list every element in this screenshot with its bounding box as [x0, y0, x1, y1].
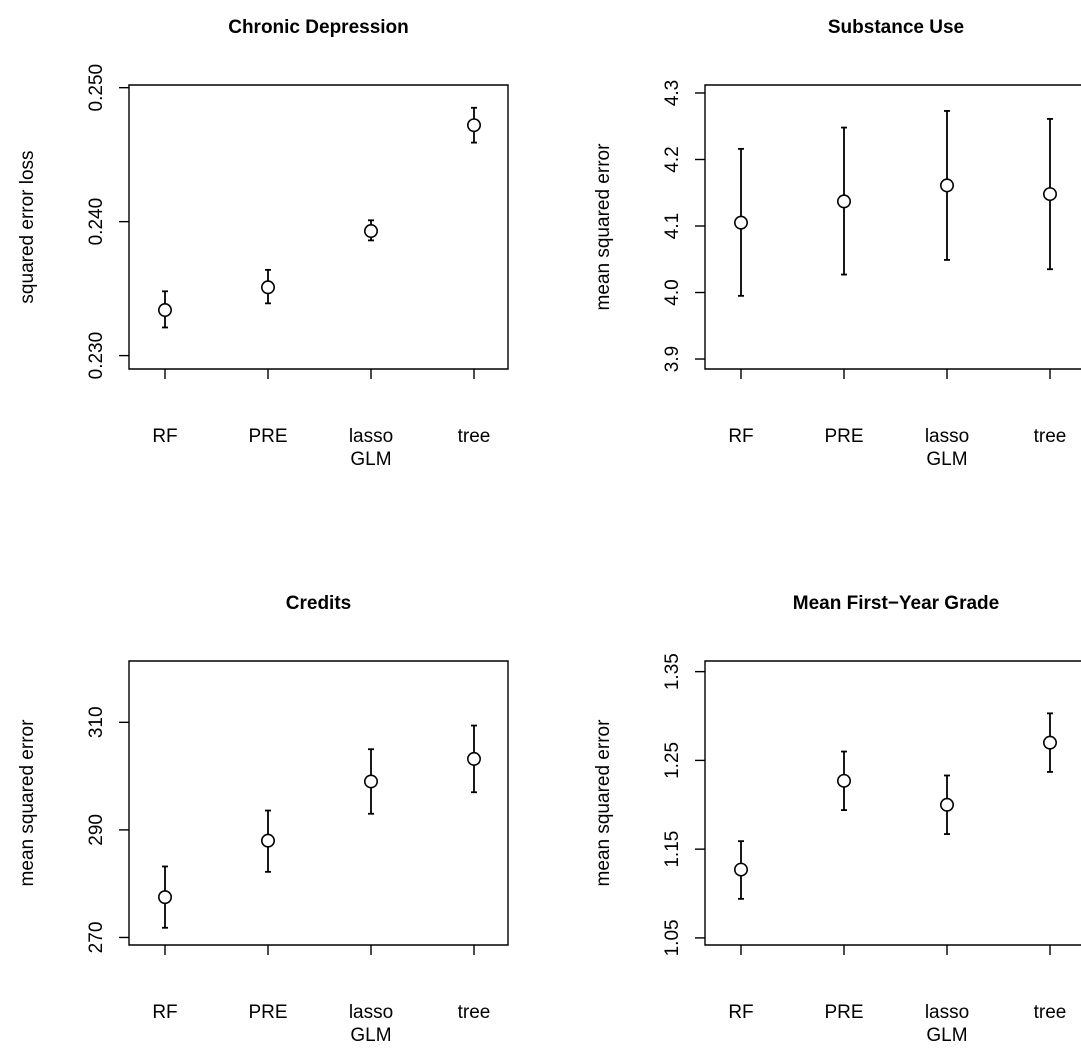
- x-tick-label: RF: [728, 426, 753, 447]
- x-tick-label: lasso: [349, 426, 393, 447]
- y-tick-label: 0.230: [86, 332, 107, 380]
- y-tick-label: 4.3: [662, 80, 683, 106]
- y-tick-label: 3.9: [662, 346, 683, 372]
- y-tick-label: 290: [86, 814, 107, 846]
- data-point: [158, 303, 173, 318]
- y-tick-label: 0.250: [86, 64, 107, 112]
- y-tick-label: 1.05: [662, 919, 683, 956]
- y-tick-label: 1.25: [662, 742, 683, 779]
- data-point: [158, 890, 173, 905]
- chart-title: Credits: [286, 593, 351, 614]
- data-point: [363, 224, 378, 239]
- y-axis-label: mean squared error: [593, 719, 614, 887]
- data-point: [733, 215, 748, 230]
- x-tick-label: RF: [728, 1002, 753, 1023]
- panel-1: Chronic Depression squared error loss 0.23…: [17, 17, 509, 470]
- chart-title: Substance Use: [828, 17, 964, 38]
- data-point: [836, 194, 851, 209]
- y-axis-label: mean squared error: [17, 719, 38, 887]
- panel-4: Mean First−Year Grade mean squared error 1…: [593, 593, 1081, 1046]
- x-tick-label: PRE: [824, 426, 863, 447]
- y-tick-label: 4.1: [662, 213, 683, 239]
- plot-frame: [128, 660, 509, 946]
- x-tick-label: PRE: [824, 1002, 863, 1023]
- x-tick-label: lasso: [925, 1002, 969, 1023]
- y-tick-label: 1.35: [662, 653, 683, 690]
- plot-frame: [128, 84, 509, 370]
- panel-3: Credits mean squared error 270 290 310 RF PRE l…: [17, 593, 509, 1046]
- plot-frame: [704, 660, 1081, 946]
- y-axis-label: mean squared error: [593, 143, 614, 311]
- x-tick-label: RF: [152, 1002, 177, 1023]
- y-tick-label: 4.2: [662, 146, 683, 172]
- chart-title: Mean First−Year Grade: [793, 593, 999, 614]
- x-tick-label: tree: [458, 1002, 491, 1023]
- x-tick-label: GLM: [926, 1025, 967, 1046]
- x-tick-label: lasso: [349, 1002, 393, 1023]
- y-tick-label: 310: [86, 706, 107, 738]
- data-point: [466, 118, 481, 133]
- data-point: [939, 797, 954, 812]
- data-point: [939, 178, 954, 193]
- y-tick-label: 270: [86, 922, 107, 954]
- data-point: [733, 862, 748, 877]
- y-axis-label: squared error loss: [17, 150, 38, 303]
- x-tick-label: PRE: [248, 426, 287, 447]
- x-tick-label: RF: [152, 426, 177, 447]
- y-tick-label: 1.15: [662, 831, 683, 868]
- data-point: [466, 751, 481, 766]
- data-point: [260, 833, 275, 848]
- x-tick-label: PRE: [248, 1002, 287, 1023]
- data-point: [1043, 735, 1058, 750]
- y-tick-label: 0.240: [86, 198, 107, 246]
- x-tick-label: tree: [1034, 426, 1067, 447]
- data-point: [836, 773, 851, 788]
- x-tick-label: GLM: [350, 449, 391, 470]
- y-tick-label: 4.0: [662, 279, 683, 305]
- data-point: [260, 280, 275, 295]
- x-tick-label: GLM: [926, 449, 967, 470]
- x-tick-label: lasso: [925, 426, 969, 447]
- data-point: [1043, 187, 1058, 202]
- plot-frame: [704, 84, 1081, 370]
- data-point: [363, 774, 378, 789]
- x-tick-label: GLM: [350, 1025, 391, 1046]
- x-tick-label: tree: [458, 426, 491, 447]
- x-tick-label: tree: [1034, 1002, 1067, 1023]
- chart-title: Chronic Depression: [228, 17, 409, 38]
- panel-2: Substance Use mean squared error 3.9 4.0 4.1…: [593, 17, 1081, 470]
